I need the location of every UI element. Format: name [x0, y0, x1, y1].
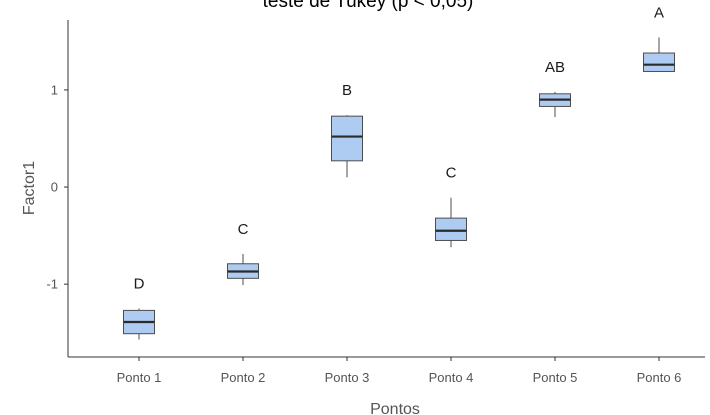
x-axis-title: Pontos [370, 401, 420, 415]
box-2 [227, 254, 259, 286]
box-body [331, 115, 363, 162]
box-body [643, 52, 675, 72]
y-tick-label: 0 [51, 180, 58, 195]
group-letter: C [446, 165, 457, 182]
group-letter: D [134, 275, 145, 292]
box-body [435, 217, 467, 241]
group-letter: AB [545, 59, 565, 76]
x-ticks: Ponto 1 Ponto 2 Ponto 3 Ponto 4 Ponto 5 Ponto… [117, 357, 682, 385]
group-letter: A [654, 4, 664, 21]
y-axis-title: Factor1 [21, 161, 38, 215]
group-letters: D C B C AB A [134, 4, 664, 292]
box-5 [539, 91, 571, 118]
y-tick-label: 1 [51, 82, 58, 97]
group-letter: C [238, 221, 249, 238]
group-letter: B [342, 82, 352, 99]
boxes [123, 37, 675, 340]
x-tick-label: Ponto 4 [429, 370, 474, 385]
y-tick-label: -1 [46, 277, 58, 292]
box-3 [331, 115, 363, 178]
box-1 [123, 308, 155, 340]
box-6 [643, 37, 675, 72]
y-ticks: 1 0 -1 [46, 82, 68, 292]
x-tick-label: Ponto 5 [533, 370, 578, 385]
chart-title: teste de Tukey (p < 0,05) [263, 0, 474, 12]
x-tick-label: Ponto 3 [325, 370, 370, 385]
x-tick-label: Ponto 6 [637, 370, 682, 385]
x-tick-label: Ponto 2 [221, 370, 266, 385]
box-4 [435, 197, 467, 248]
x-tick-label: Ponto 1 [117, 370, 162, 385]
